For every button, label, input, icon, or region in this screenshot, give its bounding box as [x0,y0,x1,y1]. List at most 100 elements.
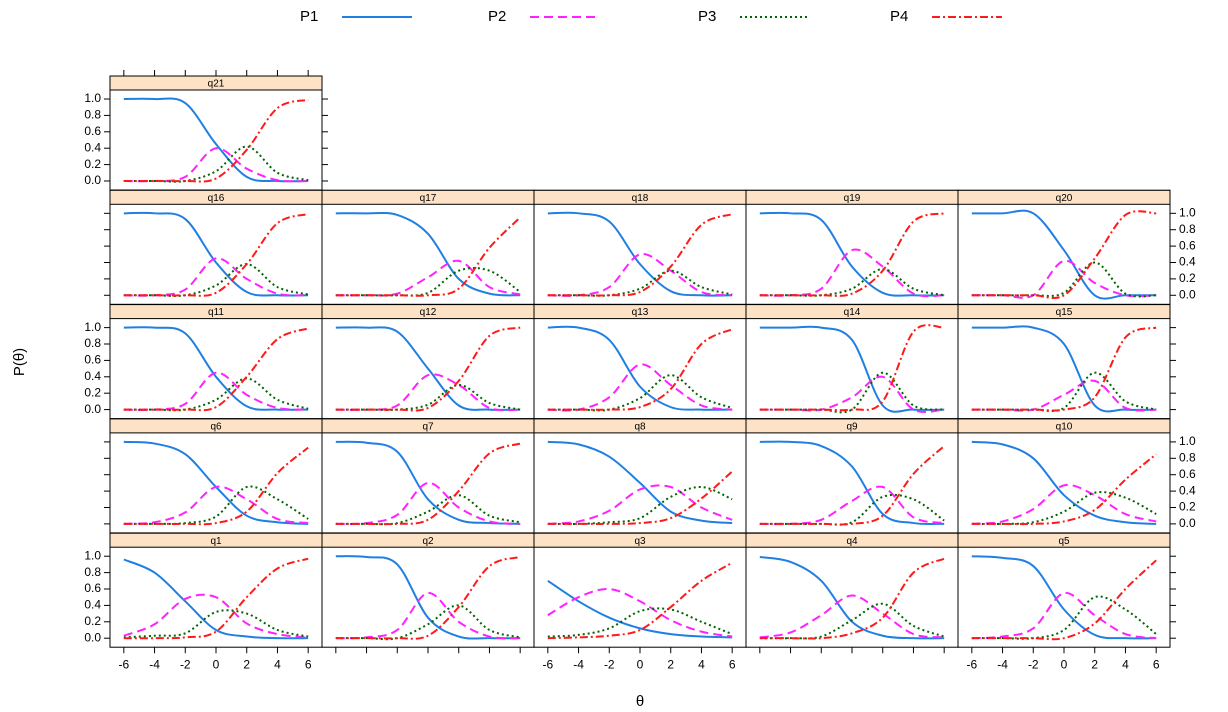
panel-frame [745,189,959,305]
curve [547,213,733,297]
panel-title: q8 [634,422,646,433]
curve [335,266,521,297]
y-tick-label: 0.6 [1179,467,1196,481]
y-tick-label: 1.0 [1179,434,1196,448]
y-tick-label: 0.4 [84,598,101,612]
x-tick-label: -6 [966,657,977,671]
curve [123,377,309,412]
curve [971,592,1157,640]
strip [957,189,1171,205]
curve [547,470,733,525]
y-tick-label: 0.0 [84,630,101,644]
y-tick-label: 0.2 [1179,271,1196,285]
panel-title: q13 [632,307,649,318]
strip [957,418,1171,434]
curve [971,440,1157,525]
panel-frame [109,418,323,534]
panel-title: q5 [1058,536,1070,547]
curve [759,440,945,526]
y-tick-label: 0.8 [84,108,101,122]
panel-frame [109,189,323,305]
panel-title: q3 [634,536,646,547]
y-tick-label: 0.6 [1179,238,1196,252]
curve [335,216,521,297]
curve [971,325,1157,413]
curve [971,595,1157,640]
y-tick-label: 0.2 [84,614,101,628]
x-tick-label: 6 [305,657,312,671]
x-tick-label: 6 [1153,657,1160,671]
x-tick-label: 2 [243,657,250,671]
panel-frame [745,418,959,534]
curve [123,485,309,525]
panel-title: q10 [1056,422,1073,433]
curve [335,555,521,640]
curve [123,327,309,412]
x-tick-label: -4 [573,657,584,671]
y-tick-label: 0.2 [84,385,101,399]
panel-title: q4 [846,536,858,547]
panel-frame [533,418,747,534]
curve [971,371,1157,413]
panel-frame [745,304,959,420]
x-tick-label: -2 [1028,657,1039,671]
panel-frame [109,75,323,191]
x-tick-label: -4 [997,657,1008,671]
x-tick-label: 0 [1061,657,1068,671]
curve [547,269,733,297]
x-tick-label: 0 [637,657,644,671]
curve [759,268,945,297]
panel-frame [957,304,1171,420]
curve [547,561,733,640]
y-tick-label: 0.6 [84,581,101,595]
curve [759,325,945,413]
y-tick-label: 0.0 [1179,516,1196,530]
x-tick-label: -4 [149,657,160,671]
curve [759,556,945,640]
y-tick-label: 0.8 [1179,222,1196,236]
strip [957,532,1171,548]
y-tick-label: 0.2 [84,157,101,171]
panel-frame [745,532,959,648]
y-tick-label: 0.4 [84,140,101,154]
curve [971,559,1157,641]
y-tick-label: 0.0 [84,173,101,187]
panel-title: q6 [210,422,222,433]
y-tick-label: 0.6 [84,353,101,367]
curve [335,211,521,297]
curve [759,493,945,526]
y-tick-label: 0.8 [84,565,101,579]
curve [759,211,945,297]
y-tick-label: 1.0 [84,548,101,562]
curve [335,442,521,526]
panel-title: q1 [210,536,222,547]
curve [335,326,521,412]
curve [123,609,309,639]
panel-title: q7 [422,422,434,433]
curve [123,145,309,183]
panel-frame [321,532,535,648]
strip [957,304,1171,320]
x-tick-label: 0 [213,657,220,671]
panel-title: q21 [208,79,225,90]
y-axis-label: P(θ) [11,348,28,376]
x-tick-label: -6 [118,657,129,671]
x-tick-label: 4 [1122,657,1129,671]
panel-frame [533,304,747,420]
x-tick-label: 6 [729,657,736,671]
panel-title: q15 [1056,307,1073,318]
panel-title: q11 [208,307,224,318]
curve [123,98,309,183]
curve [335,494,521,526]
y-tick-label: 0.4 [1179,483,1196,497]
curve [759,371,945,414]
curve [123,557,309,640]
panel-title: q16 [208,193,225,204]
curve [547,211,733,297]
x-tick-label: -2 [604,657,615,671]
curve [547,587,733,638]
curve [547,485,733,526]
curve [123,446,309,526]
y-tick-label: 1.0 [84,91,101,105]
